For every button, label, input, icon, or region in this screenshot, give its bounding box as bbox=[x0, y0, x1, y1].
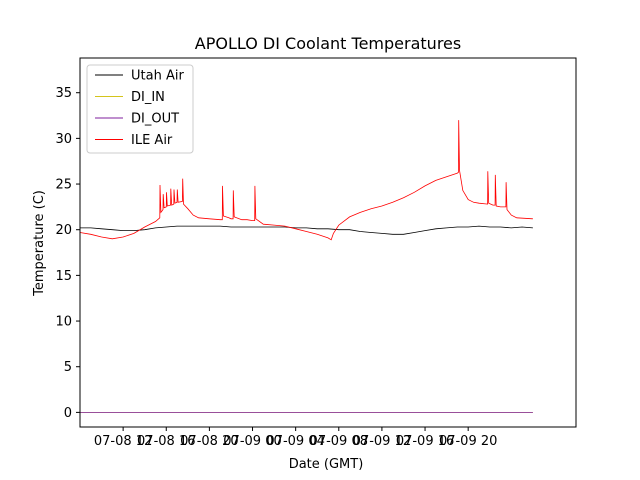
legend-label: ILE Air bbox=[131, 133, 173, 148]
y-tick-label: 15 bbox=[55, 269, 72, 284]
x-tick-label: 07-09 00 bbox=[223, 434, 281, 449]
x-tick-label: 07-09 04 bbox=[266, 434, 324, 449]
x-tick-label: 07-09 16 bbox=[396, 434, 454, 449]
x-tick-label: 07-09 08 bbox=[310, 434, 368, 449]
legend: Utah Air DI_IN DI_OUT ILE Air bbox=[86, 64, 194, 154]
x-tick-label: 07-09 20 bbox=[439, 434, 497, 449]
x-tick-label: 07-08 16 bbox=[137, 434, 195, 449]
x-tick-label: 07-09 12 bbox=[353, 434, 411, 449]
chart-title: APOLLO DI Coolant Temperatures bbox=[195, 34, 461, 53]
legend-box bbox=[86, 64, 194, 154]
series-line-utah-air bbox=[80, 225, 533, 235]
y-axis-label: Temperature (C) bbox=[32, 190, 47, 297]
plot-lines bbox=[79, 120, 533, 413]
y-tick-label: 25 bbox=[55, 178, 72, 193]
x-axis-label: Date (GMT) bbox=[289, 457, 364, 472]
x-tick-label: 07-08 12 bbox=[94, 434, 152, 449]
plot-area bbox=[79, 57, 577, 428]
legend-label: DI_OUT bbox=[131, 112, 179, 127]
y-tick-label: 30 bbox=[55, 132, 72, 147]
x-tick-label: 07-08 20 bbox=[180, 434, 238, 449]
y-tick-label: 35 bbox=[55, 86, 72, 101]
legend-label: Utah Air bbox=[131, 69, 184, 84]
y-tick-label: 20 bbox=[55, 223, 72, 238]
series-line-ile-air bbox=[79, 120, 533, 241]
y-tick-label: 5 bbox=[64, 360, 72, 375]
y-tick-label: 10 bbox=[55, 315, 72, 330]
y-tick-label: 0 bbox=[64, 406, 72, 421]
legend-label: DI_IN bbox=[131, 90, 165, 105]
